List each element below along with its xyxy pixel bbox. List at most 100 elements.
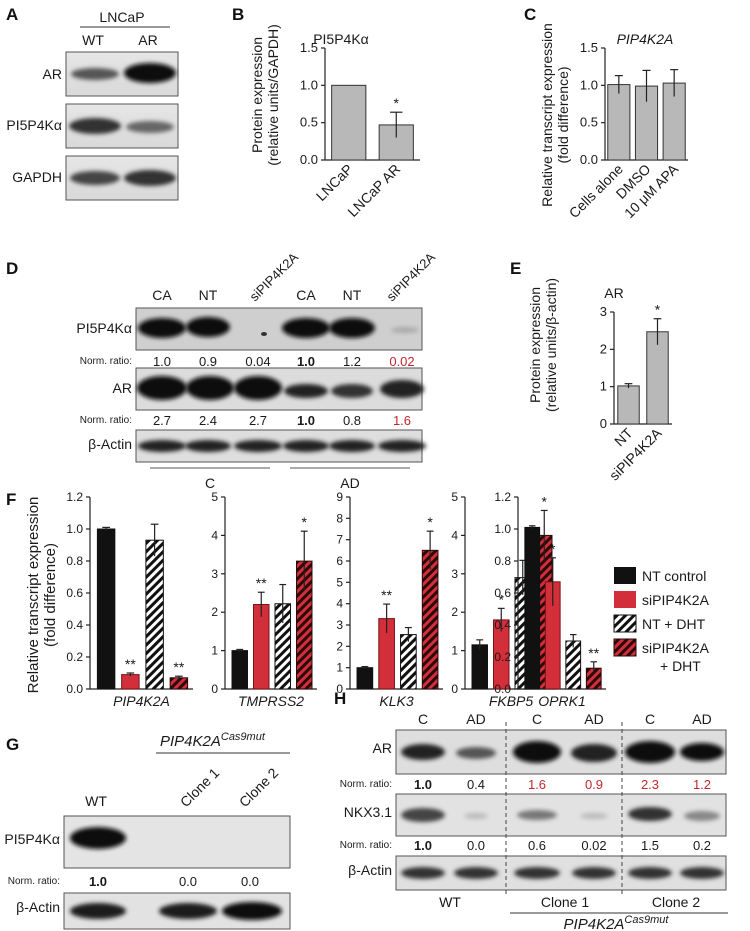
panel-h-group-clone2: Clone 2 <box>652 894 700 910</box>
panel-d-norm-label-2: Norm. ratio: <box>80 415 132 426</box>
panel-d-ratio2-6: 1.6 <box>393 413 411 428</box>
panel-h-lane-1: C <box>418 711 428 727</box>
chart-f-pip4k2a-bar <box>145 539 164 690</box>
panel-h-ratio1-5: 2.3 <box>641 777 659 792</box>
chart-f-pip4k2a-bar <box>169 677 189 690</box>
panel-d-ratio1-1: 1.0 <box>153 354 171 369</box>
chart-f-klk3-ytick-label: 9 <box>336 490 343 504</box>
chart-f-tmprss2-ytick-label: 5 <box>211 490 218 504</box>
panel-h-ratio1-4: 0.9 <box>585 777 603 792</box>
legend-label-sipip4k2a-dht: siPIP4K2A <box>642 640 710 656</box>
panel-e-title: AR <box>604 285 623 301</box>
panel-h-group-wt: WT <box>439 894 461 910</box>
chart-f-klk3-bar <box>421 549 439 690</box>
panel-g-ratio-2: 0.0 <box>179 874 197 889</box>
chart-f-oprk1-ytick-label: 0.2 <box>494 650 511 664</box>
panel-d-ratio1-2: 0.9 <box>199 354 217 369</box>
panel-d-ratio2-4: 1.0 <box>297 413 315 428</box>
panel-b-title: PI5P4Kα <box>313 31 369 47</box>
panel-h-ratio2-1: 1.0 <box>414 838 432 853</box>
panel-e-ylabel-2: (relative units/β-actin) <box>543 278 559 412</box>
panel-a-row-gapdh: GAPDH <box>12 169 62 185</box>
chart-b-ytick-label: 1.5 <box>300 40 318 55</box>
panel-g: G PIP4K2ACas9mut WT Clone 1 Clone 2 PI5P… <box>4 731 291 930</box>
chart-f-klk3-ytick-label: 0 <box>336 682 343 696</box>
chart-b-ytick-label: 0.0 <box>300 152 318 167</box>
chart-b-significance: * <box>394 95 400 111</box>
panel-h-lane-2: AD <box>466 711 485 727</box>
chart-f-oprk1-bar <box>524 526 541 690</box>
panel-b-letter: B <box>232 5 244 24</box>
panel-a-cell-line: LNCaP <box>99 9 144 25</box>
panel-d-group-c: C <box>205 475 215 491</box>
panel-d-group-ad: AD <box>340 475 359 491</box>
chart-f-pip4k2a-significance: ** <box>173 659 184 675</box>
chart-e-bar <box>617 385 640 425</box>
panel-d-ratio1-3: 0.04 <box>245 354 270 369</box>
panel-h-ratio1-1: 1.0 <box>414 777 432 792</box>
blot-d-actin <box>135 429 426 463</box>
panel-c-title: PIP4K2A <box>617 31 674 47</box>
panel-e-letter: E <box>510 259 521 278</box>
chart-f-pip4k2a-bar <box>121 674 140 690</box>
legend-label-sipip4k2a: siPIP4K2A <box>642 592 710 608</box>
chart-c-ytick-label: 1.5 <box>580 40 598 55</box>
panel-h-norm-label-1: Norm. ratio: <box>340 779 392 790</box>
panel-g-lane-clone2: Clone 2 <box>236 765 282 811</box>
chart-f-oprk1-ytick-label: 1.0 <box>494 522 511 536</box>
panel-g-row-actin: β-Actin <box>16 899 60 915</box>
chart-f-fkbp5-significance: * <box>542 493 548 509</box>
chart-e-ytick-label: 0 <box>600 416 607 431</box>
chart-f-oprk1-ytick-label: 0.8 <box>494 554 511 568</box>
chart-c-ytick-label: 1.0 <box>580 77 598 92</box>
chart-f-klk3-bar <box>356 667 374 690</box>
chart-f-tmprss2-gene-label: TMPRSS2 <box>238 693 304 709</box>
chart-f-tmprss2-ytick-label: 2 <box>211 605 218 619</box>
chart-f-fkbp5-ytick-label: 3 <box>451 567 458 581</box>
panel-a: A LNCaP WT AR AR PI5P4Kα GAPDH <box>6 5 179 201</box>
panel-a-lane-wt: WT <box>82 32 104 48</box>
chart-c-ytick-label: 0.0 <box>580 152 598 167</box>
blot-h-nkx31 <box>395 793 727 837</box>
panel-h-norm-label-2: Norm. ratio: <box>340 840 392 851</box>
blot-g-actin <box>63 892 291 930</box>
panel-h-lane-3: C <box>532 711 542 727</box>
panel-h-row-nkx31: NKX3.1 <box>344 804 392 820</box>
chart-f-tmprss2-bar <box>253 604 270 690</box>
chart-b-category-label: LNCaP <box>313 161 356 204</box>
chart-f-fkbp5-bar <box>471 644 488 690</box>
chart-f-klk3-gene-label: KLK3 <box>379 693 413 709</box>
chart-f-pip4k2a-ytick-label: 0.4 <box>66 618 83 632</box>
chart-e-ytick-label: 1 <box>600 379 607 394</box>
panel-d-lane-4: CA <box>296 287 316 303</box>
panel-f-ylabel-1: Relative transcript expression <box>25 497 42 694</box>
blot-a-gapdh <box>65 155 179 201</box>
panel-d: D CA NT siPIP4K2A CA NT siPIP4K2A PI5P4K… <box>6 249 438 491</box>
chart-f-fkbp5-significance: * <box>499 591 505 607</box>
panel-b: B PI5P4Kα Protein expression (relative u… <box>232 5 420 220</box>
blot-h-ar <box>395 729 727 775</box>
chart-f-pip4k2a: 0.0 0.2 0.4 0.6 0.8 1.0 1.2 ** ** PIP4K2A <box>66 490 193 709</box>
blot-h-actin <box>395 855 727 891</box>
legend-label-nt-control: NT control <box>642 568 706 584</box>
panel-d-lane-3: siPIP4K2A <box>247 249 302 304</box>
chart-f-fkbp5-ytick-label: 5 <box>451 490 458 504</box>
blot-a-pi5p4k <box>65 103 179 149</box>
panel-g-ratio-3: 0.0 <box>241 874 259 889</box>
panel-d-lane-6: siPIP4K2A <box>384 249 439 304</box>
chart-f-klk3-ytick-label: 2 <box>336 639 343 653</box>
chart-f-klk3-ytick-label: 5 <box>336 575 343 589</box>
panel-h-lane-6: AD <box>692 711 711 727</box>
panel-d-norm-label-1: Norm. ratio: <box>80 356 132 367</box>
legend-label-dht-line2: + DHT <box>660 658 701 674</box>
panel-a-letter: A <box>6 5 18 24</box>
legend-swatch-nt-dht <box>613 614 637 633</box>
panel-h-ratio1-3: 1.6 <box>528 777 546 792</box>
panel-h-ratio1-6: 1.2 <box>693 777 711 792</box>
chart-f-pip4k2a-ytick-label: 1.2 <box>66 490 83 504</box>
chart-c-ytick-label: 0.5 <box>580 115 598 130</box>
panel-h-group-clone1: Clone 1 <box>541 894 589 910</box>
panel-c-ylabel-2: (fold difference) <box>555 66 571 163</box>
panel-e-ylabel-1: Protein expression <box>527 287 543 403</box>
